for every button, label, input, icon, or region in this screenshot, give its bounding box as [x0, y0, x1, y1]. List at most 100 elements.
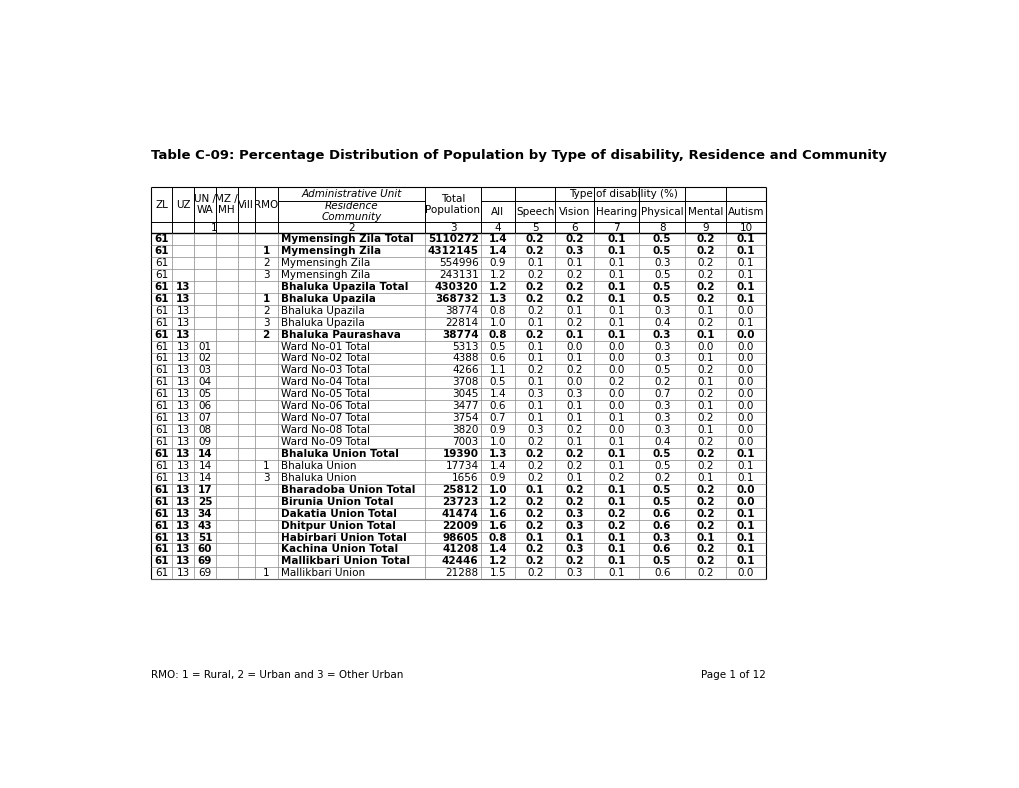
- Text: Mental: Mental: [687, 206, 722, 217]
- Text: 0.2: 0.2: [565, 294, 583, 304]
- Text: 3820: 3820: [451, 425, 478, 435]
- Text: 13: 13: [176, 425, 190, 435]
- Text: 0.0: 0.0: [737, 354, 753, 363]
- Text: 98605: 98605: [442, 533, 478, 542]
- Text: 0.1: 0.1: [527, 354, 543, 363]
- Text: 8: 8: [658, 223, 665, 232]
- Text: 0.2: 0.2: [696, 234, 714, 244]
- Text: 9: 9: [702, 223, 708, 232]
- Text: 0.3: 0.3: [565, 246, 583, 256]
- Text: ZL: ZL: [155, 199, 168, 210]
- Text: 0.2: 0.2: [565, 556, 583, 567]
- Text: 243131: 243131: [438, 270, 478, 280]
- Text: 61: 61: [155, 437, 168, 447]
- Text: 0.2: 0.2: [526, 234, 544, 244]
- Text: All: All: [491, 206, 504, 217]
- Text: 0.1: 0.1: [526, 533, 544, 542]
- Text: 25: 25: [198, 496, 212, 507]
- Text: 0.9: 0.9: [489, 473, 505, 483]
- Text: 0.2: 0.2: [697, 318, 713, 328]
- Text: 34: 34: [198, 508, 212, 519]
- Text: 0.1: 0.1: [736, 234, 754, 244]
- Text: 21288: 21288: [445, 568, 478, 578]
- Text: 0.9: 0.9: [489, 425, 505, 435]
- Text: Bharadoba Union Total: Bharadoba Union Total: [280, 485, 415, 495]
- Text: 61: 61: [154, 485, 169, 495]
- Text: RMO: RMO: [254, 199, 278, 210]
- Text: 0.2: 0.2: [696, 485, 714, 495]
- Text: 0.2: 0.2: [696, 508, 714, 519]
- Text: 0.1: 0.1: [527, 413, 543, 423]
- Text: Vill: Vill: [237, 199, 254, 210]
- Text: 0.1: 0.1: [606, 329, 626, 340]
- Text: Kachina Union Total: Kachina Union Total: [280, 545, 397, 555]
- Text: 0.2: 0.2: [526, 508, 544, 519]
- Text: 0.3: 0.3: [653, 413, 669, 423]
- Text: 0.5: 0.5: [489, 341, 505, 351]
- Text: 13: 13: [176, 354, 190, 363]
- Text: 0.2: 0.2: [526, 521, 544, 530]
- Text: 13: 13: [176, 389, 190, 400]
- Text: 0.1: 0.1: [607, 568, 625, 578]
- Text: 13: 13: [176, 294, 191, 304]
- Text: Bhaluka Upazila: Bhaluka Upazila: [280, 306, 365, 316]
- Text: 0.1: 0.1: [606, 282, 626, 292]
- Text: 0.1: 0.1: [607, 270, 625, 280]
- Text: 61: 61: [155, 401, 168, 411]
- Text: Administrative Unit: Administrative Unit: [301, 189, 401, 199]
- Text: 0.1: 0.1: [736, 282, 754, 292]
- Text: Bhaluka Paurashava: Bhaluka Paurashava: [280, 329, 400, 340]
- Text: Ward No-08 Total: Ward No-08 Total: [280, 425, 370, 435]
- Text: 07: 07: [199, 413, 211, 423]
- Text: Mymensingh Zila: Mymensingh Zila: [280, 258, 370, 268]
- Text: 61: 61: [155, 389, 168, 400]
- Text: 1.4: 1.4: [488, 234, 506, 244]
- Text: 61: 61: [154, 496, 169, 507]
- Text: 0.1: 0.1: [736, 556, 754, 567]
- Text: 0.2: 0.2: [696, 294, 714, 304]
- Text: 0.1: 0.1: [527, 341, 543, 351]
- Text: 0.1: 0.1: [607, 306, 625, 316]
- Text: 61: 61: [154, 508, 169, 519]
- Text: 0.2: 0.2: [697, 461, 713, 471]
- Text: Bhaluka Upazila: Bhaluka Upazila: [280, 294, 375, 304]
- Text: 09: 09: [199, 437, 211, 447]
- Text: 3: 3: [263, 270, 269, 280]
- Text: 0.1: 0.1: [697, 473, 713, 483]
- Text: 0.3: 0.3: [565, 521, 583, 530]
- Text: 0.0: 0.0: [737, 341, 753, 351]
- Text: 0.6: 0.6: [653, 568, 669, 578]
- Text: Page 1 of 12: Page 1 of 12: [700, 670, 765, 680]
- Text: 61: 61: [155, 270, 168, 280]
- Text: 0.5: 0.5: [652, 282, 671, 292]
- Text: 0.2: 0.2: [527, 366, 543, 375]
- Text: 0.2: 0.2: [696, 449, 714, 459]
- Text: 0.5: 0.5: [653, 461, 669, 471]
- Text: 04: 04: [199, 377, 211, 388]
- Text: 0.1: 0.1: [527, 401, 543, 411]
- Text: 06: 06: [199, 401, 211, 411]
- Text: 0.3: 0.3: [527, 389, 543, 400]
- Text: 0.3: 0.3: [527, 425, 543, 435]
- Text: 1656: 1656: [451, 473, 478, 483]
- Text: 41208: 41208: [442, 545, 478, 555]
- Text: Ward No-09 Total: Ward No-09 Total: [280, 437, 370, 447]
- Text: 0.0: 0.0: [566, 377, 582, 388]
- Text: 61: 61: [155, 258, 168, 268]
- Text: 0.0: 0.0: [607, 366, 624, 375]
- Text: 1.5: 1.5: [489, 568, 505, 578]
- Text: 0.2: 0.2: [527, 437, 543, 447]
- Text: 13: 13: [176, 545, 191, 555]
- Text: 0.1: 0.1: [606, 234, 626, 244]
- Text: 0.2: 0.2: [527, 306, 543, 316]
- Text: 13: 13: [176, 449, 191, 459]
- Text: 0.3: 0.3: [652, 533, 671, 542]
- Text: 19390: 19390: [442, 449, 478, 459]
- Text: 60: 60: [198, 545, 212, 555]
- Text: 0.1: 0.1: [737, 318, 753, 328]
- Text: 0.1: 0.1: [566, 306, 582, 316]
- Text: 3754: 3754: [451, 413, 478, 423]
- Text: 5313: 5313: [451, 341, 478, 351]
- Text: 0.2: 0.2: [697, 437, 713, 447]
- Text: 01: 01: [199, 341, 211, 351]
